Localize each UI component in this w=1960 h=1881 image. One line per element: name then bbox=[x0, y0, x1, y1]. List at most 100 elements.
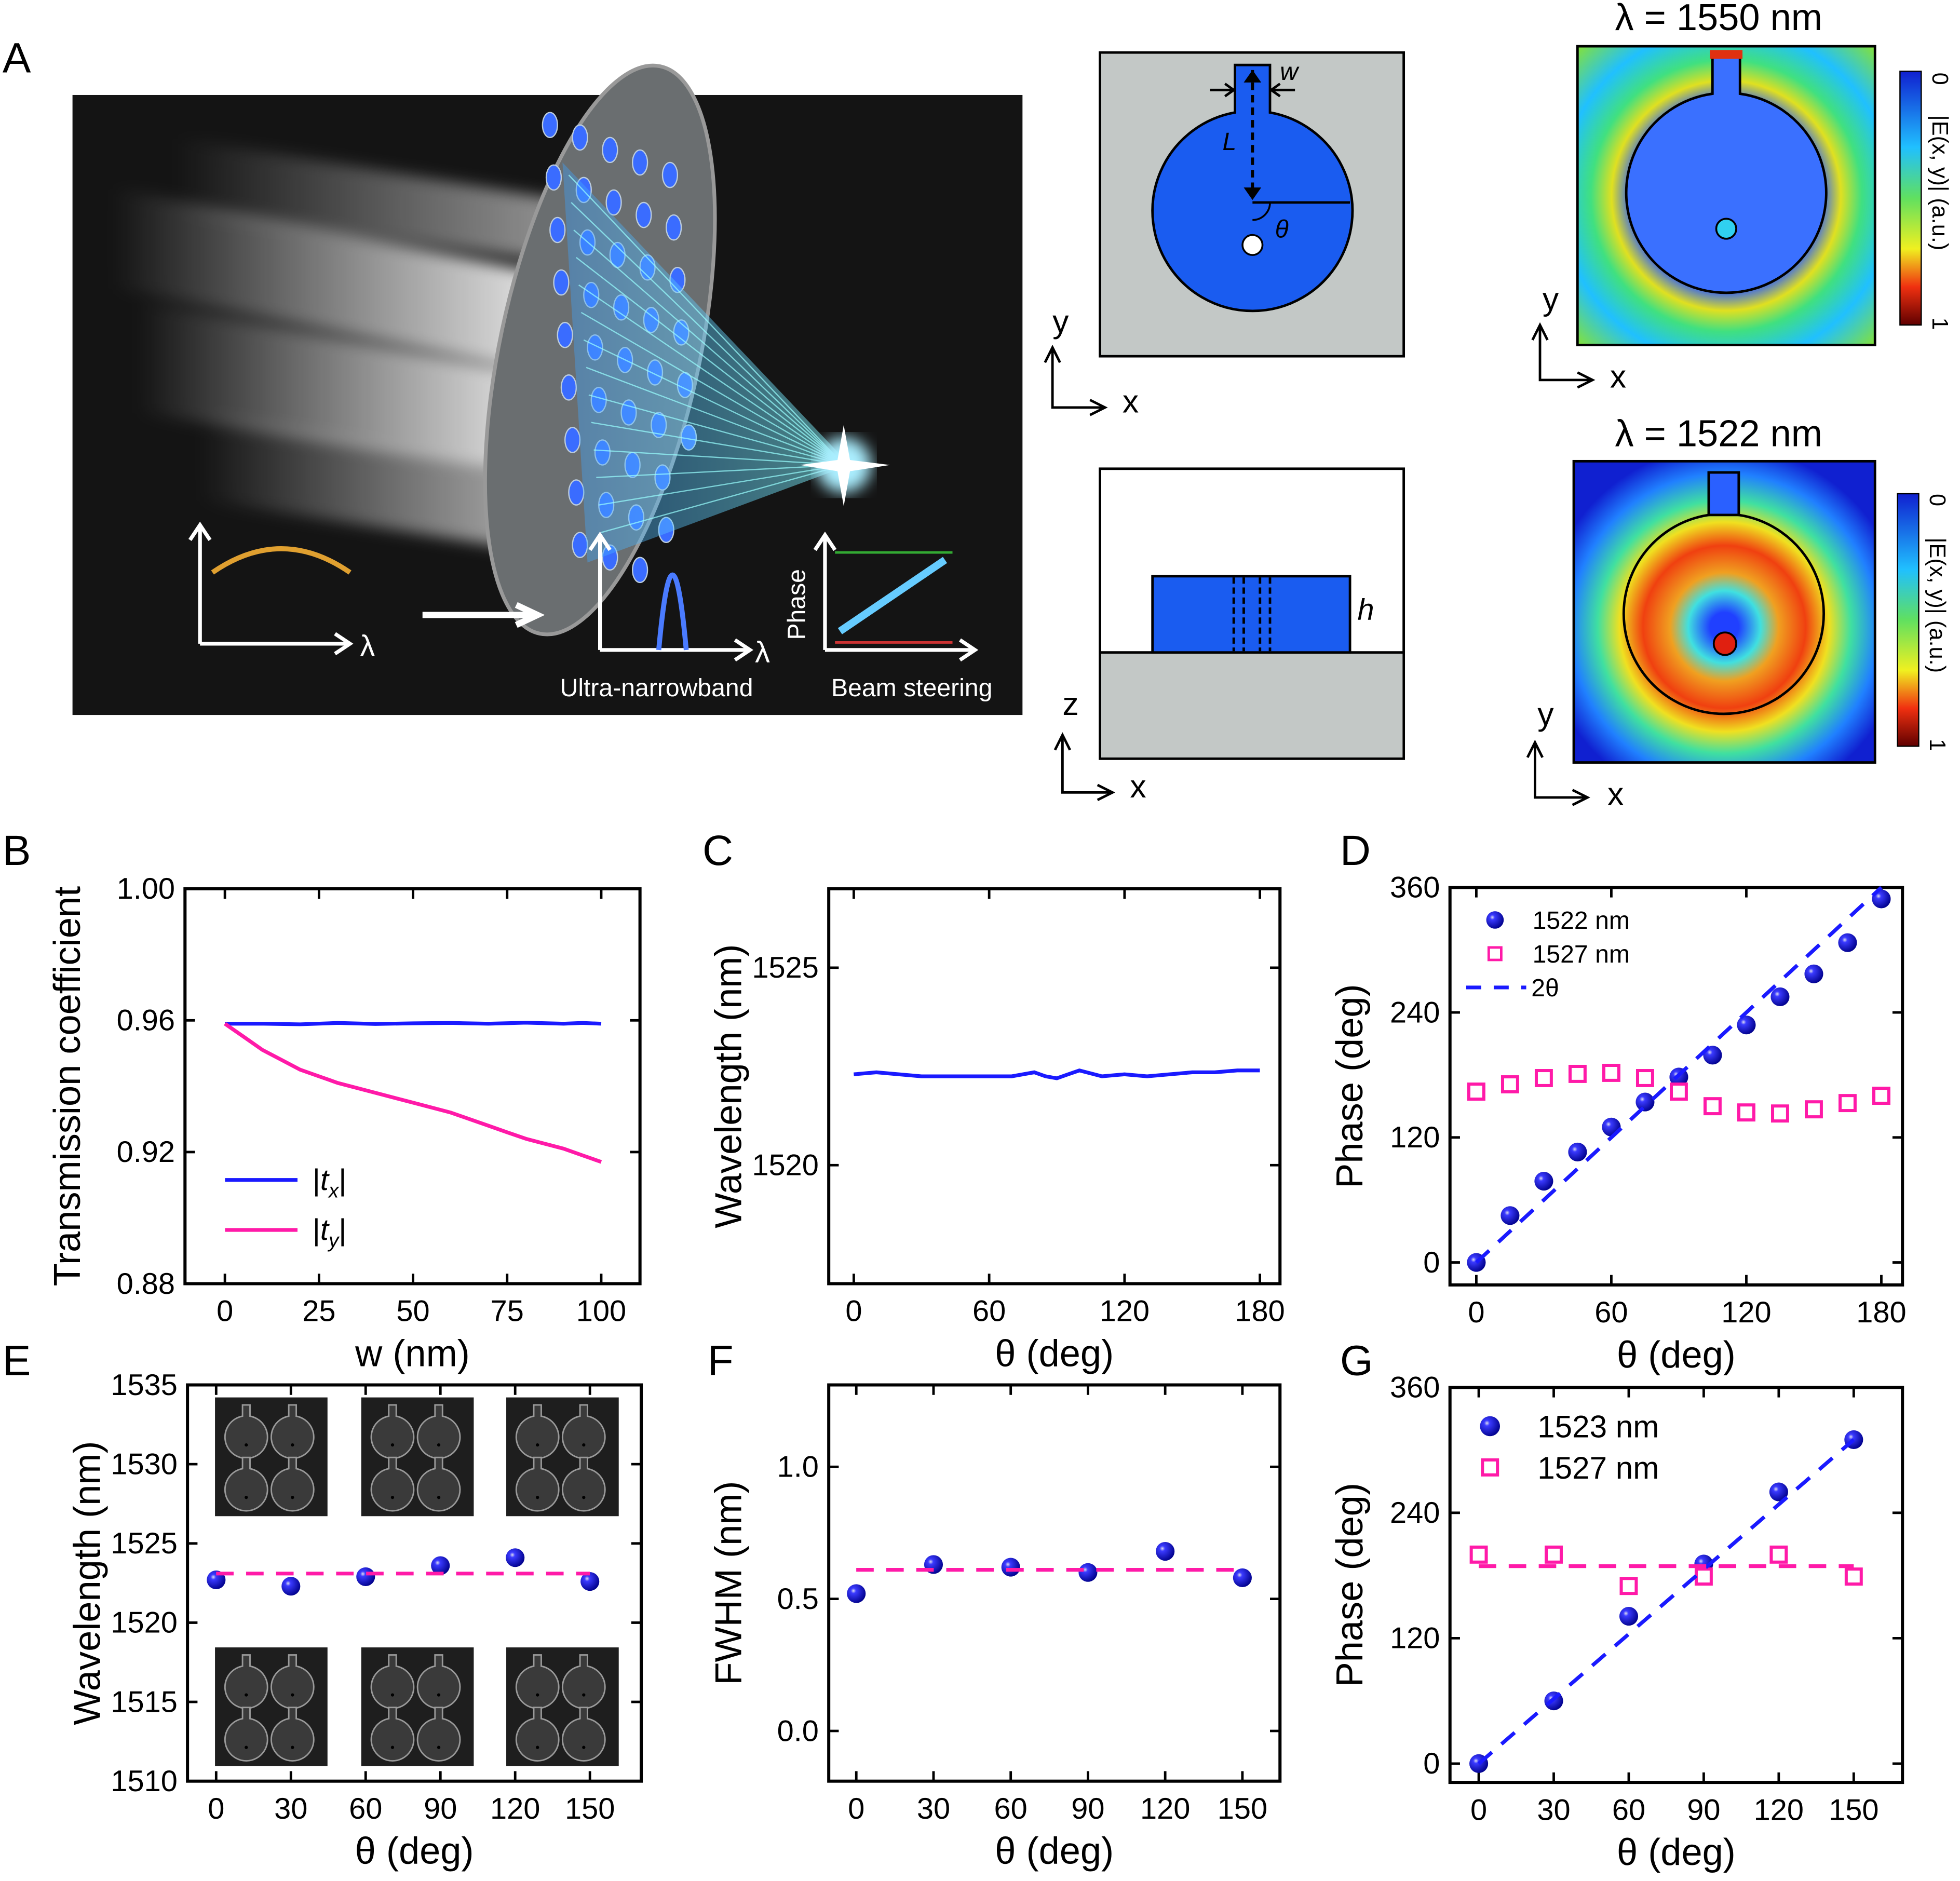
y-tick-label: 0 bbox=[1423, 1747, 1440, 1780]
chart-panel-f: 0 30 60 90 120 150 0.0 0.5 1.0 θ (deg) FWHM (nm) bbox=[708, 1383, 1282, 1872]
meta-atom bbox=[572, 124, 588, 151]
meta-atom bbox=[370, 1707, 415, 1762]
data-point bbox=[281, 1577, 301, 1596]
meta-atom bbox=[545, 164, 562, 191]
hole bbox=[291, 1496, 294, 1499]
y-tick-label: 1525 bbox=[111, 1527, 178, 1560]
x-tick-label: 120 bbox=[1100, 1295, 1150, 1328]
x-tick-label: 60 bbox=[1612, 1793, 1645, 1826]
hole bbox=[536, 1443, 539, 1447]
x-tick-label: 60 bbox=[1594, 1296, 1628, 1329]
y-tick-label: 0 bbox=[1423, 1246, 1440, 1279]
sem-image-inset bbox=[215, 1647, 328, 1766]
sem-image-inset bbox=[215, 1397, 328, 1517]
x-axis-label: θ (deg) bbox=[1617, 1334, 1736, 1376]
phase-inset bbox=[813, 531, 979, 662]
width-label: w bbox=[1280, 58, 1300, 86]
meta-atom bbox=[602, 137, 618, 164]
data-point-square bbox=[1501, 1075, 1519, 1093]
plot-frame bbox=[186, 1383, 643, 1783]
data-point-square bbox=[1602, 1063, 1620, 1082]
y-tick-label: 360 bbox=[1390, 871, 1440, 904]
y-axis-label: Phase (deg) bbox=[1329, 1483, 1371, 1687]
phase-axis-label: Phase bbox=[782, 569, 810, 640]
hole bbox=[437, 1496, 441, 1499]
series-line-line bbox=[854, 1068, 1260, 1080]
data-point bbox=[1233, 1568, 1252, 1587]
data-point bbox=[1804, 964, 1823, 983]
axis-y-label: y bbox=[1052, 303, 1069, 340]
meta-atom bbox=[515, 1456, 560, 1512]
data-point-square bbox=[1844, 1567, 1863, 1586]
y-tick-label: 240 bbox=[1390, 996, 1440, 1029]
hole bbox=[390, 1443, 395, 1447]
hole bbox=[437, 1443, 441, 1447]
colorbar-min: 0 bbox=[1927, 73, 1952, 85]
y-tick-label: 1520 bbox=[752, 1149, 819, 1182]
data-point-square bbox=[1769, 1545, 1788, 1564]
y-tick-label: 0.88 bbox=[117, 1267, 175, 1301]
light-ray bbox=[586, 367, 844, 466]
data-point bbox=[431, 1556, 450, 1575]
x-tick-label: 75 bbox=[491, 1295, 524, 1328]
chart-panel-d: 0 60 120 180 0 120 240 360 θ (deg) Phase (deg) 152… bbox=[1329, 871, 1906, 1376]
axes-icon bbox=[1526, 739, 1590, 806]
x-tick-label: 120 bbox=[1754, 1793, 1804, 1826]
data-point bbox=[1534, 1172, 1553, 1191]
meta-atom bbox=[572, 532, 588, 558]
meta-atom bbox=[515, 1707, 560, 1762]
meta-atom bbox=[553, 269, 570, 296]
light-ray bbox=[601, 464, 844, 533]
data-point bbox=[356, 1567, 375, 1586]
plot-frame bbox=[827, 887, 1282, 1285]
x-tick-label: 90 bbox=[1687, 1793, 1720, 1826]
colorbar-max: 1 bbox=[1925, 739, 1950, 751]
meta-atom bbox=[557, 321, 573, 348]
spectrum-inset-narrowband bbox=[588, 531, 754, 662]
light-ray bbox=[580, 312, 844, 466]
meta-atom bbox=[661, 161, 679, 188]
meta-atom bbox=[270, 1456, 315, 1512]
plot-frame bbox=[1448, 886, 1904, 1287]
hole bbox=[291, 1443, 294, 1447]
legend-marker bbox=[1481, 1458, 1499, 1477]
panel-label-a: A bbox=[3, 35, 31, 82]
light-ray bbox=[591, 422, 844, 466]
y-tick-label: 1525 bbox=[752, 951, 819, 984]
y-axis-label: Phase (deg) bbox=[1329, 984, 1371, 1188]
legend-label: 1523 nm bbox=[1537, 1410, 1659, 1444]
meta-atom bbox=[561, 1456, 606, 1512]
axis-x-label: x bbox=[1130, 768, 1146, 805]
spectrum-inset-broadband bbox=[188, 521, 354, 656]
data-point bbox=[1501, 1206, 1520, 1225]
meta-atom bbox=[631, 149, 648, 176]
y-tick-label: 1535 bbox=[111, 1369, 178, 1402]
meta-atom bbox=[568, 479, 585, 506]
caption-ultra-narrowband: Ultra-narrowband bbox=[560, 674, 753, 702]
x-tick-label: 150 bbox=[1829, 1793, 1878, 1826]
y-tick-label: 1530 bbox=[111, 1447, 178, 1481]
field-map-title: λ = 1522 nm bbox=[1615, 413, 1822, 454]
hole bbox=[582, 1443, 586, 1447]
light-ray bbox=[571, 202, 844, 466]
colorbar-min: 0 bbox=[1925, 494, 1950, 506]
field-map-1550: λ = 1550 nm 0 1 |E(x, y)| (a.u.) y x bbox=[1531, 0, 1952, 395]
meta-atom bbox=[224, 1456, 268, 1512]
data-point bbox=[1568, 1142, 1587, 1161]
y-axis-label: FWHM (nm) bbox=[708, 1481, 750, 1685]
data-point bbox=[1156, 1541, 1175, 1561]
data-point-square bbox=[1839, 1094, 1857, 1113]
data-point-square bbox=[1469, 1545, 1488, 1564]
legend-label: 1527 nm bbox=[1533, 940, 1630, 968]
length-label: L bbox=[1223, 128, 1237, 156]
sem-image-inset bbox=[361, 1647, 474, 1766]
meta-atom bbox=[605, 189, 622, 216]
colorbar bbox=[1899, 71, 1922, 326]
data-point-square bbox=[1771, 1104, 1789, 1123]
data-point bbox=[1769, 1482, 1788, 1501]
data-point bbox=[1635, 1092, 1655, 1112]
data-point bbox=[1737, 1016, 1756, 1035]
x-axis-label: θ (deg) bbox=[995, 1831, 1114, 1872]
x-tick-label: 120 bbox=[1140, 1792, 1190, 1825]
x-tick-label: 90 bbox=[1071, 1792, 1104, 1825]
